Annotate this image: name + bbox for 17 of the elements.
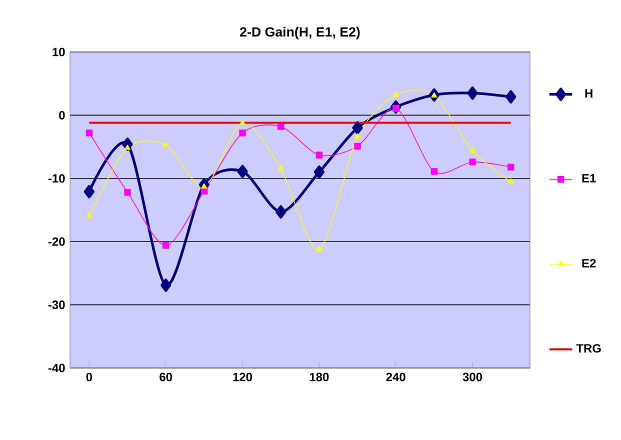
y-tick-label: -10	[48, 174, 65, 183]
y-tick-label: -40	[48, 364, 65, 372]
chart-title: 2-D Gain(H, E1, E2)	[240, 26, 360, 40]
legend-label: E1	[582, 174, 596, 182]
x-tick-label: 0	[86, 372, 92, 382]
y-tick-label: -30	[48, 300, 65, 310]
x-tick-label: 300	[462, 372, 482, 382]
legend-label: E2	[582, 259, 596, 268]
y-tick-label: 0	[59, 110, 65, 120]
legend-label: H	[585, 89, 592, 98]
y-tick-label: -20	[48, 237, 65, 246]
y-tick-label: 10	[52, 48, 65, 56]
x-tick-label: 180	[310, 372, 329, 382]
x-tick-label: 240	[386, 372, 406, 382]
legend-label: TRG	[576, 344, 601, 353]
x-tick-label: 120	[233, 372, 252, 382]
x-tick-label: 60	[160, 372, 172, 382]
